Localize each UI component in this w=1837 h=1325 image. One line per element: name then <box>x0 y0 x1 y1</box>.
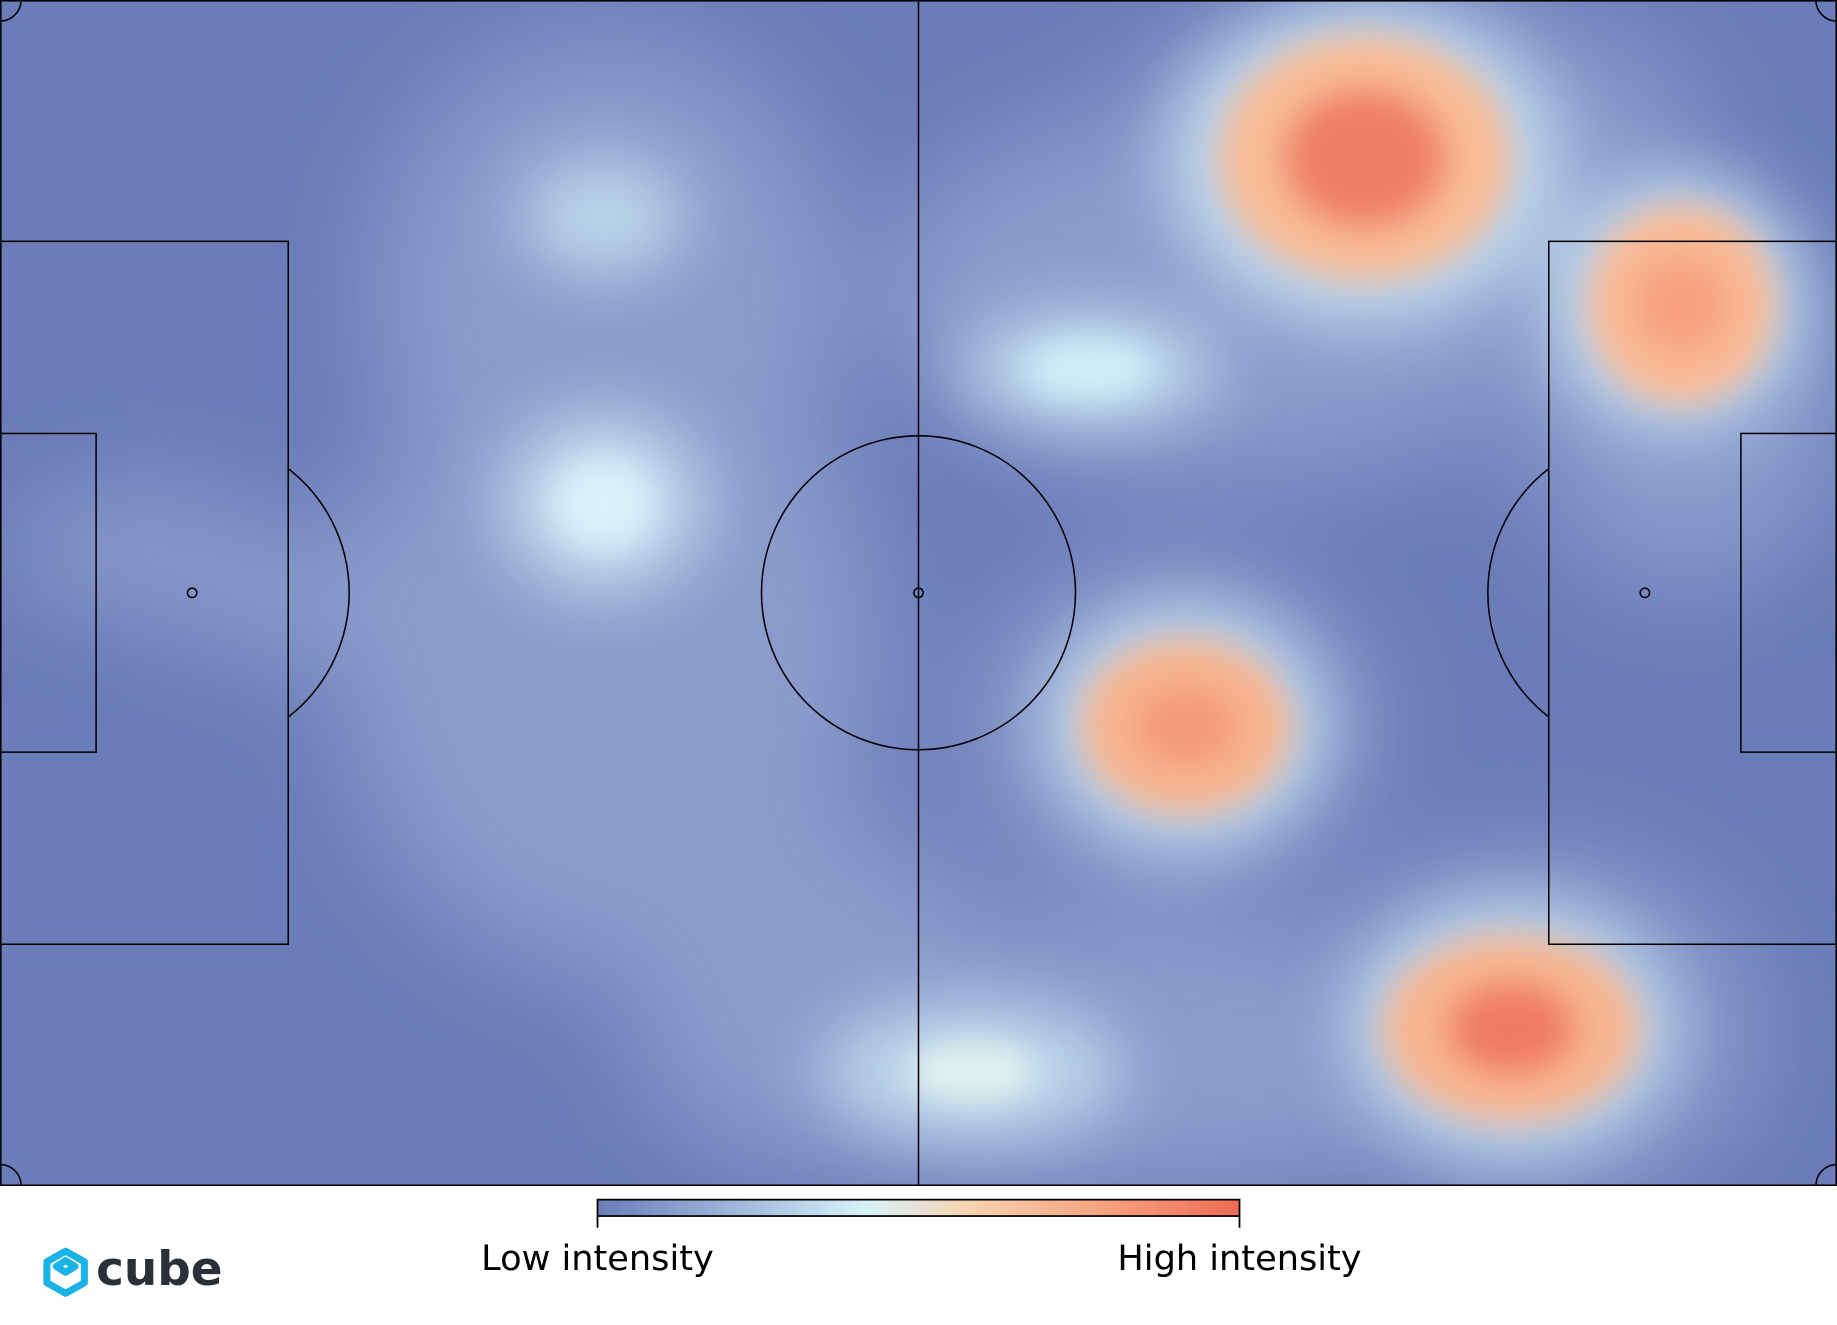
heat-layer <box>11 0 1837 1186</box>
logo: cube <box>43 1243 223 1297</box>
low-label: Low intensity <box>481 1238 714 1279</box>
colorbar-gradient <box>596 1198 1241 1217</box>
logo-text: cube <box>96 1243 222 1297</box>
high-label: High intensity <box>1117 1238 1361 1279</box>
logo-icon <box>43 1247 88 1297</box>
colorbar: Low intensity High intensity <box>481 1198 1362 1279</box>
pitch-lines <box>0 0 1837 1186</box>
